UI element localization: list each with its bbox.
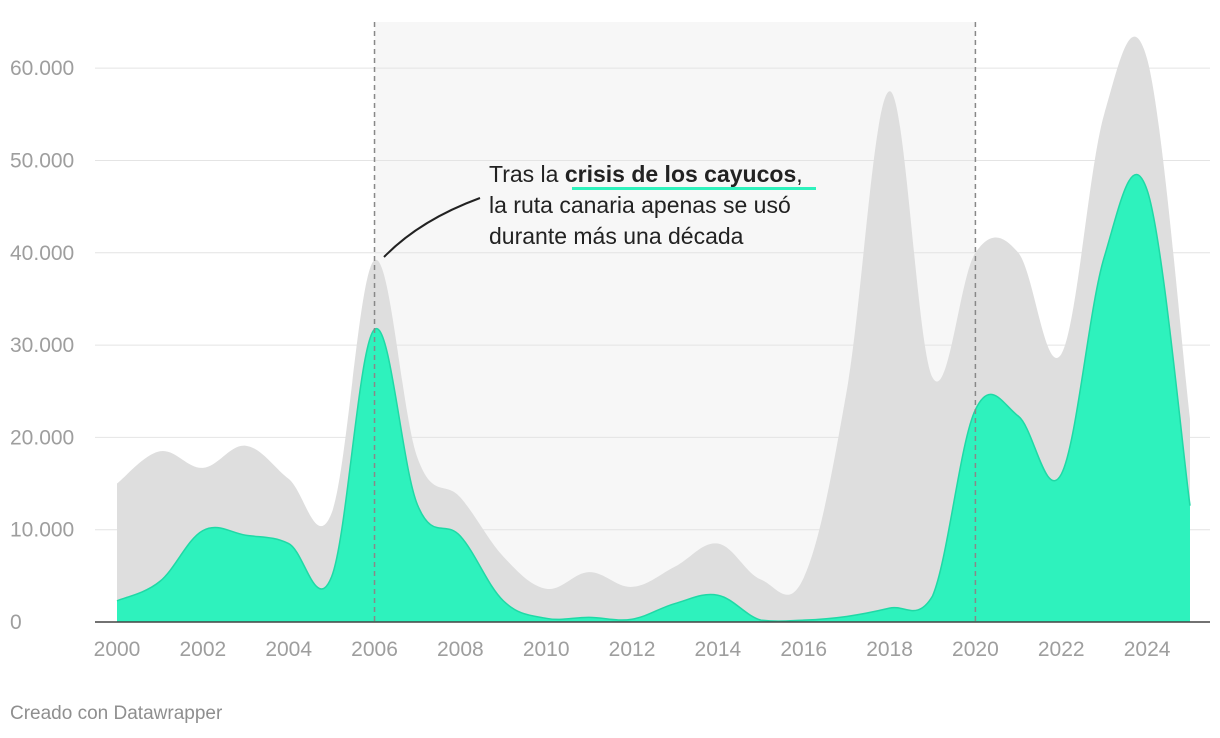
y-tick-label: 30.000: [10, 334, 74, 357]
area-chart: 0 10.000 20.000 30.000 40.000 50.000 60.000 20…: [10, 22, 1210, 661]
y-tick-label: 40.000: [10, 242, 74, 265]
x-tick-label: 2000: [94, 638, 141, 661]
x-tick-label: 2004: [265, 638, 312, 661]
annotation-post: ,: [796, 161, 802, 187]
y-axis-ticks: 0 10.000 20.000 30.000 40.000 50.000 60.000: [10, 57, 74, 634]
x-tick-label: 2022: [1038, 638, 1085, 661]
x-tick-label: 2024: [1124, 638, 1171, 661]
x-tick-label: 2018: [866, 638, 913, 661]
x-tick-label: 2014: [695, 638, 742, 661]
annotation-line-1: Tras la crisis de los cayucos,: [489, 161, 803, 187]
line-accent: [116, 173, 1191, 622]
footer-credit: Creado con Datawrapper: [10, 703, 223, 724]
area-accent: [117, 174, 1190, 623]
x-tick-label: 2008: [437, 638, 484, 661]
x-tick-label: 2016: [780, 638, 827, 661]
x-axis-ticks: 2000 2002 2004 2006 2008 2010 2012 2014 2016 2018…: [94, 638, 1171, 661]
annotation-underline: [572, 187, 816, 190]
y-tick-label: 20.000: [10, 426, 74, 449]
x-tick-label: 2020: [952, 638, 999, 661]
x-tick-label: 2010: [523, 638, 570, 661]
y-tick-label: 10.000: [10, 519, 74, 542]
annotation-pre: Tras la: [489, 161, 565, 187]
annotation-bold: crisis de los cayucos: [565, 161, 796, 187]
x-tick-label: 2012: [609, 638, 656, 661]
annotation-line-3: durante más una década: [489, 223, 744, 249]
x-tick-label: 2002: [179, 638, 226, 661]
y-tick-label: 0: [10, 611, 22, 634]
annotation-connector: [383, 197, 481, 258]
annotation-line-2: la ruta canaria apenas se usó: [489, 192, 791, 218]
x-tick-label: 2006: [351, 638, 398, 661]
y-tick-label: 50.000: [10, 149, 74, 172]
y-tick-label: 60.000: [10, 57, 74, 80]
